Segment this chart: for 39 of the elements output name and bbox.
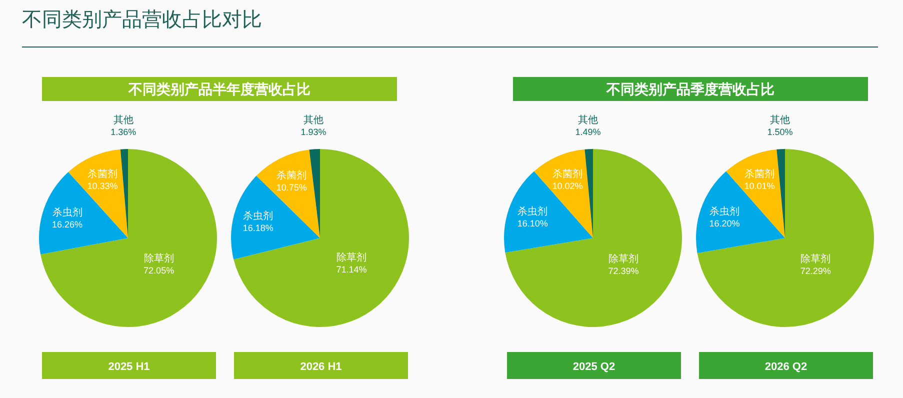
chart-subtitle: 不同类别产品季度营收占比 [606, 81, 774, 97]
slice-label: 除草剂 [800, 252, 831, 265]
data-label: 1.49% [575, 127, 601, 138]
data-label: 16.26% [52, 220, 83, 230]
data-label: 10.01% [744, 181, 775, 192]
data-label: 71.14% [336, 264, 367, 275]
slice-label: 杀虫剂 [243, 210, 274, 222]
data-label: 1.93% [300, 127, 326, 138]
chart-subtitle: 不同类别产品半年度营收占比 [128, 81, 310, 97]
text: 2026 H1 [300, 361, 342, 373]
slice-label: 杀虫剂 [518, 206, 548, 218]
data-label: 72.39% [608, 266, 639, 276]
data-label: 1.50% [767, 127, 793, 138]
slice-label: 其他 [304, 114, 324, 126]
data-label: 16.18% [242, 223, 274, 234]
text: 2026 Q2 [764, 361, 808, 373]
slice-label: 除草剂 [336, 252, 367, 264]
data-label: 16.10% [517, 218, 548, 229]
text: 2025 H1 [108, 361, 150, 373]
data-label: 10.75% [276, 182, 307, 193]
data-label: 72.29% [800, 266, 831, 276]
text: 2025 Q2 [572, 361, 616, 373]
data-label: 10.33% [87, 181, 118, 192]
slice-label: 其他 [770, 114, 790, 126]
data-label: 1.36% [110, 127, 136, 138]
slice-label: 杀菌剂 [552, 168, 583, 180]
data-label: 72.05% [144, 266, 174, 276]
data-label: 16.20% [709, 218, 740, 229]
slice-label: 杀虫剂 [710, 206, 740, 218]
slice-label: 除草剂 [144, 252, 174, 265]
slice-label: 其他 [113, 114, 134, 126]
text: 不同类别产品营收占比对比 [22, 9, 262, 31]
slice-label: 杀菌剂 [87, 168, 118, 180]
slice-label: 除草剂 [608, 252, 639, 265]
slice-label: 杀菌剂 [276, 170, 307, 182]
slice-label: 杀虫剂 [52, 206, 82, 219]
data-label: 10.02% [552, 181, 583, 192]
slice-label: 杀菌剂 [744, 168, 775, 180]
slice-label: 其他 [578, 114, 598, 126]
